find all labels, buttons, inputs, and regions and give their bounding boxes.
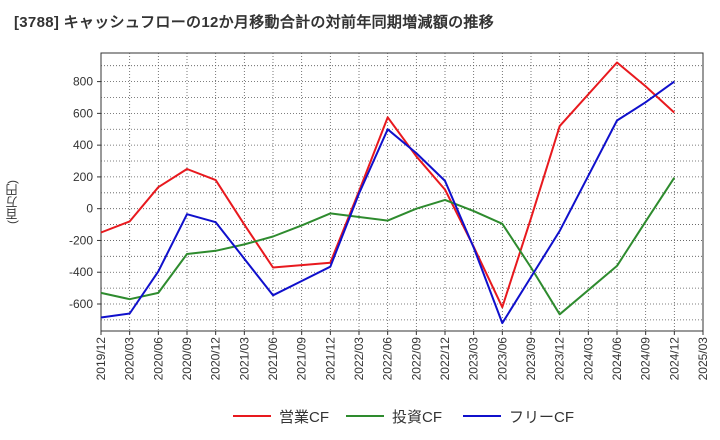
x-tick-label: 2024/12: [667, 337, 681, 381]
y-tick-label: 600: [73, 106, 93, 120]
legend-label-free-cf: フリーCF: [509, 408, 574, 426]
x-tick-label: 2021/12: [323, 337, 337, 381]
y-tick-label: 200: [73, 170, 93, 184]
x-tick-label: 2022/03: [352, 337, 366, 381]
y-tick-label: -600: [69, 297, 93, 311]
y-tick-label: -400: [69, 265, 93, 279]
grid-lines: [101, 53, 703, 331]
x-tick-label: 2023/12: [553, 337, 567, 381]
legend-item-operating-cf[interactable]: 営業CF: [233, 404, 329, 428]
x-tick-label: 2020/12: [209, 337, 223, 381]
y-tick-label: 0: [86, 202, 93, 216]
y-tick-label: 800: [73, 75, 93, 89]
x-tick-label: 2023/06: [495, 337, 509, 381]
x-tick-label: 2023/03: [467, 337, 481, 381]
series-line-営業CF: [100, 61, 675, 309]
x-tick-label: 2024/06: [610, 337, 624, 381]
x-tick-label: 2025/03: [696, 337, 710, 381]
x-tick-label: 2022/12: [438, 337, 452, 381]
plot-area: [100, 52, 704, 332]
y-tick-label: 400: [73, 138, 93, 152]
x-tick-label: 2021/09: [295, 337, 309, 381]
x-tick-label: 2022/09: [409, 337, 423, 381]
legend-label-operating-cf: 営業CF: [279, 408, 329, 426]
x-tick-label: 2023/09: [524, 337, 538, 381]
x-tick-label: 2020/09: [180, 337, 194, 381]
series-line-フリーCF: [100, 80, 675, 325]
legend-item-free-cf[interactable]: フリーCF: [463, 404, 574, 428]
x-tick-label: 2024/03: [581, 337, 595, 381]
x-tick-label: 2022/06: [381, 337, 395, 381]
y-tick-label: -200: [69, 233, 93, 247]
x-tick-label: 2019/12: [94, 337, 108, 381]
x-tick-label: 2021/03: [237, 337, 251, 381]
legend-item-investing-cf[interactable]: 投資CF: [346, 404, 442, 428]
legend-swatch-free-cf: [463, 415, 501, 417]
series-line-投資CF: [100, 177, 676, 316]
x-tick-label: 2020/03: [123, 337, 137, 381]
line-chart: 800 600 400 200 0 -200 -400 -600 2019/12 2020/03…: [69, 52, 710, 380]
series-lines: [100, 61, 676, 325]
y-axis-ticks: 800 600 400 200 0 -200 -400 -600: [69, 75, 101, 311]
x-tick-label: 2020/06: [151, 337, 165, 381]
legend-swatch-investing-cf: [346, 415, 384, 417]
legend: 営業CF 投資CF フリーCF: [0, 404, 720, 428]
x-tick-label: 2021/06: [266, 337, 280, 381]
x-axis-ticks: 2019/12 2020/03 2020/06 2020/09 2020/12 2021/…: [94, 331, 710, 380]
x-tick-label: 2024/09: [639, 337, 653, 381]
chart-title: [3788] キャッシュフローの12か月移動合計の対前年同期増減額の推移: [14, 14, 495, 31]
legend-label-investing-cf: 投資CF: [392, 408, 442, 426]
legend-swatch-operating-cf: [233, 415, 271, 417]
